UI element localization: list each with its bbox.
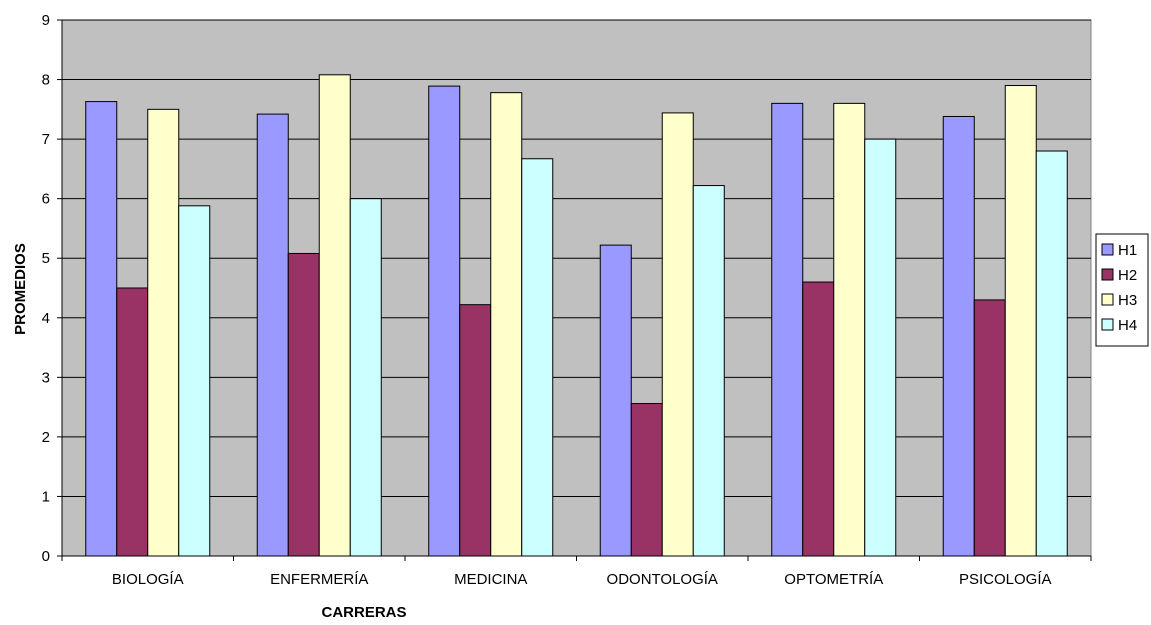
bar-h4-4 (864, 138, 897, 557)
bar-h1-3 (599, 244, 632, 557)
legend-label-h3: H3 (1118, 292, 1137, 309)
gridlines (62, 19, 1091, 497)
bar-h3-0 (147, 108, 180, 557)
x-tick-label: BIOLOGÍA (112, 571, 184, 588)
y-tick-label: 0 (42, 548, 50, 565)
plot-area (61, 19, 1092, 557)
legend-swatch-h1 (1101, 243, 1114, 256)
bar-h4-5 (1035, 150, 1068, 557)
legend-label-h1: H1 (1118, 242, 1137, 259)
bar-h1-0 (85, 101, 118, 557)
bar-h3-3 (661, 112, 694, 557)
bar-h4-3 (692, 185, 725, 557)
legend-label-h4: H4 (1118, 317, 1137, 334)
bar-h4-2 (521, 158, 554, 557)
bars (85, 74, 1068, 557)
y-tick-label: 9 (42, 12, 50, 29)
bar-h3-1 (318, 74, 351, 557)
x-tick-labels: BIOLOGÍA ENFERMERÍA MEDICINA ODONTOLOGÍA OPT… (112, 571, 1052, 588)
bar-h3-4 (833, 102, 866, 557)
axes (57, 19, 1092, 561)
x-tick-label: OPTOMETRÍA (784, 571, 883, 588)
x-tick-label: ODONTOLOGÍA (607, 571, 718, 588)
bar-h1-1 (256, 113, 289, 557)
legend-label-h2: H2 (1118, 267, 1137, 284)
y-tick-label: 6 (42, 191, 50, 208)
y-tick-label: 3 (42, 369, 50, 386)
y-axis-title: PROMEDIOS (12, 243, 29, 335)
bar-h4-0 (178, 205, 211, 557)
bar-h4-1 (349, 198, 382, 557)
legend-swatch-h4 (1101, 318, 1114, 331)
bar-h2-0 (116, 287, 149, 557)
y-tick-label: 4 (42, 310, 50, 327)
bar-h2-5 (973, 299, 1006, 557)
y-tick-label: 7 (42, 131, 50, 148)
bar-h3-2 (490, 92, 523, 557)
y-tick-label: 8 (42, 72, 50, 89)
legend-swatch-h2 (1101, 268, 1114, 281)
legend: H1 H2 H3 H4 (1095, 233, 1149, 347)
bar-h1-4 (771, 102, 804, 557)
y-tick-label: 1 (42, 488, 50, 505)
x-tick-label: MEDICINA (454, 571, 527, 588)
bar-h2-1 (287, 252, 320, 557)
x-tick-label: ENFERMERÍA (270, 571, 368, 588)
bar-h2-2 (459, 304, 492, 557)
bar-h3-5 (1004, 85, 1037, 557)
x-axis-title: CARRERAS (321, 604, 406, 621)
y-tick-label: 2 (42, 429, 50, 446)
bar-h1-5 (942, 115, 975, 557)
legend-swatch-h3 (1101, 293, 1114, 306)
bar-h2-4 (802, 281, 835, 557)
x-tick-label: PSICOLOGÍA (959, 571, 1052, 588)
y-tick-labels: 0 1 2 3 4 5 6 7 8 9 (42, 12, 50, 565)
y-tick-label: 5 (42, 250, 50, 267)
bar-h2-3 (630, 403, 663, 557)
bar-h1-2 (428, 85, 461, 557)
